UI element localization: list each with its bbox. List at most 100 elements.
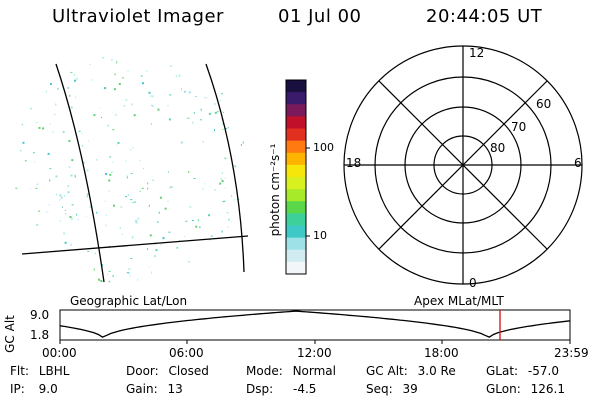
emission-pixel	[38, 126, 41, 129]
emission-pixel	[152, 179, 155, 181]
emission-pixel	[105, 172, 108, 175]
emission-pixel	[68, 166, 71, 168]
emission-pixel	[140, 75, 143, 77]
emission-pixel	[126, 174, 128, 177]
emission-pixel	[111, 111, 113, 113]
emission-pixel	[127, 70, 129, 73]
emission-pixel	[242, 141, 244, 144]
instrument-title: Ultraviolet Imager	[52, 6, 224, 27]
emission-pixel	[112, 129, 115, 131]
emission-pixel	[233, 199, 236, 201]
emission-pixel	[114, 73, 116, 76]
emission-pixel	[214, 189, 216, 191]
emission-pixel	[208, 112, 211, 115]
status-mode-value: Normal	[292, 364, 336, 378]
emission-pixel	[193, 111, 195, 114]
emission-pixel	[155, 249, 158, 252]
colorbar-block	[286, 80, 306, 93]
emission-pixel	[133, 114, 136, 117]
emission-pixel	[154, 255, 156, 258]
emission-pixel	[216, 111, 219, 113]
status-flt-key: Flt:	[10, 364, 29, 378]
geo-latitude-line	[21, 235, 249, 255]
emission-pixel	[139, 190, 141, 192]
emission-pixel	[202, 141, 204, 143]
emission-pixel	[35, 122, 38, 124]
emission-pixel	[64, 209, 66, 211]
emission-pixel	[70, 174, 73, 177]
emission-pixel	[55, 175, 58, 178]
emission-pixel	[150, 123, 152, 125]
mlt-label-12: 12	[469, 46, 485, 60]
emission-pixel	[167, 200, 169, 202]
emission-pixel	[108, 179, 111, 182]
emission-pixel	[148, 204, 150, 207]
emission-pixel	[120, 205, 122, 208]
emission-pixel	[86, 193, 89, 195]
emission-pixel	[135, 221, 138, 224]
status-door: Door: Closed	[126, 364, 209, 378]
emission-pixel	[94, 252, 96, 255]
emission-pixel	[70, 243, 72, 246]
emission-pixel	[192, 121, 194, 124]
emission-pixel	[128, 194, 130, 196]
emission-pixel	[126, 176, 128, 179]
status-door-key: Door:	[126, 364, 159, 378]
emission-pixel	[195, 225, 198, 228]
emission-pixel	[115, 113, 117, 116]
emission-pixel	[96, 159, 98, 161]
status-gain: Gain: 13	[126, 382, 183, 396]
emission-pixel	[101, 117, 102, 118]
emission-pixel	[187, 117, 190, 119]
emission-pixel	[145, 70, 148, 72]
emission-pixel	[168, 118, 171, 121]
time-label-00: 00:00	[42, 346, 77, 360]
emission-pixel	[121, 233, 123, 235]
emission-pixel	[184, 236, 186, 237]
emission-pixel	[222, 128, 224, 130]
polar-diagonal-2	[378, 80, 548, 250]
emission-pixel	[70, 106, 73, 109]
emission-pixel	[188, 261, 190, 263]
emission-pixel	[240, 144, 242, 146]
emission-pixel	[227, 127, 229, 129]
status-seq-key: Seq:	[366, 382, 393, 396]
emission-pixel	[128, 272, 130, 275]
emission-pixel	[150, 105, 153, 106]
colorbar-block	[286, 201, 306, 214]
emission-pixel	[220, 178, 222, 180]
status-dsp-value: -4.5	[292, 382, 317, 396]
status-gcalt-key: GC Alt:	[366, 364, 408, 378]
status-glon-key: GLon:	[486, 382, 521, 396]
emission-pixel	[168, 171, 169, 173]
emission-pixel	[96, 211, 98, 214]
emission-pixel	[112, 275, 114, 278]
status-ip-key: IP:	[10, 382, 25, 396]
emission-pixel	[214, 129, 215, 132]
emission-pixel	[70, 217, 73, 220]
emission-pixel	[89, 206, 91, 208]
emission-pixel	[164, 207, 167, 210]
emission-pixel	[81, 132, 83, 134]
emission-pixel	[224, 187, 226, 189]
emission-pixel	[38, 210, 41, 212]
emission-pixel	[178, 74, 181, 77]
emission-pixel	[107, 124, 110, 127]
emission-pixel	[222, 111, 224, 113]
status-ip: IP: 9.0	[10, 382, 58, 396]
emission-pixel	[85, 215, 87, 217]
emission-pixel	[104, 87, 107, 90]
emission-pixel	[69, 216, 72, 218]
colorbar-frame	[285, 79, 307, 275]
emission-pixel	[159, 196, 162, 199]
emission-pixel	[149, 234, 152, 237]
emission-pixel	[76, 213, 78, 216]
emission-pixel	[46, 211, 49, 213]
observation-time: 20:44:05 UT	[426, 6, 543, 27]
emission-pixel	[129, 149, 132, 151]
emission-pixel	[34, 161, 36, 163]
emission-pixel	[193, 178, 196, 179]
emission-pixel	[65, 212, 67, 215]
